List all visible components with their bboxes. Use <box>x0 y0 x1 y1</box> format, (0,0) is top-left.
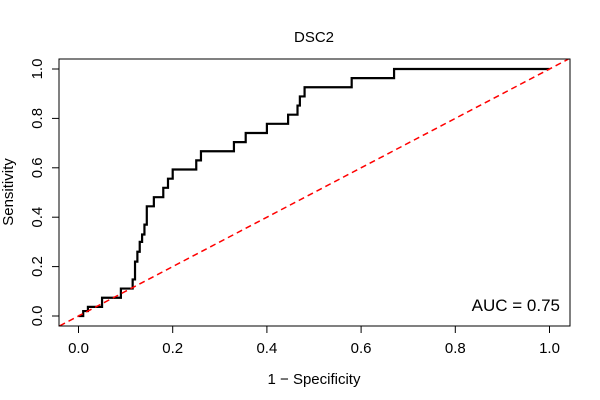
x-axis: 0.0 0.2 0.4 0.6 0.8 1.0 <box>68 325 560 357</box>
y-axis-label: Sensitivity <box>0 158 17 226</box>
y-axis: 0.0 0.2 0.4 0.6 0.8 1.0 <box>29 59 60 327</box>
chance-diagonal-line <box>59 59 569 326</box>
x-tick-label: 0.6 <box>351 340 372 357</box>
y-tick-label: 0.4 <box>29 207 46 228</box>
x-tick-label: 0.2 <box>162 340 183 357</box>
chart-title: DSC2 <box>294 29 334 46</box>
x-tick-label: 0.0 <box>68 340 89 357</box>
x-tick-label: 0.4 <box>256 340 277 357</box>
y-tick-label: 0.6 <box>29 157 46 178</box>
roc-curve-line <box>78 67 550 318</box>
auc-annotation: AUC = 0.75 <box>472 296 560 315</box>
x-tick-label: 1.0 <box>539 340 560 357</box>
y-tick-label: 0.2 <box>29 256 46 277</box>
y-tick-label: 1.0 <box>29 59 46 80</box>
x-axis-label: 1 − Specificity <box>268 371 361 388</box>
y-tick-label: 0.0 <box>29 306 46 327</box>
y-tick-label: 0.8 <box>29 108 46 129</box>
x-tick-label: 0.8 <box>445 340 466 357</box>
